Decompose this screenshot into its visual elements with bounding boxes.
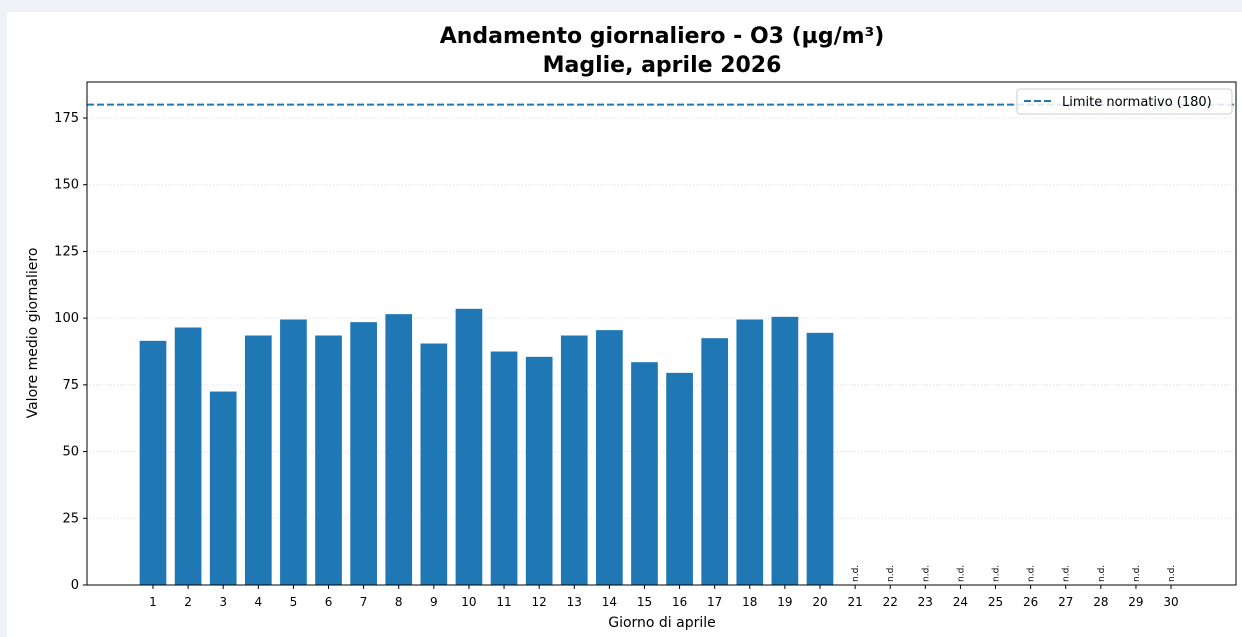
- y-tick-label: 0: [71, 578, 79, 593]
- value-label: n.d.: [1062, 565, 1072, 582]
- bar: [490, 351, 518, 585]
- y-tick-label: 125: [54, 244, 79, 259]
- x-tick-label: 9: [430, 595, 438, 609]
- x-tick-label: 5: [290, 595, 298, 609]
- chart-title: Andamento giornaliero - O3 (µg/m³): [440, 24, 885, 49]
- y-tick-label: 150: [54, 178, 79, 193]
- x-tick-label: 3: [219, 595, 227, 609]
- bar: [736, 319, 764, 585]
- bar: [280, 319, 307, 585]
- y-tick-label: 50: [62, 445, 79, 460]
- bar: [596, 330, 623, 585]
- x-tick-label: 11: [496, 595, 511, 609]
- x-tick-label: 4: [254, 595, 262, 609]
- y-tick-label: 75: [62, 378, 79, 393]
- x-tick-label: 15: [637, 595, 652, 609]
- bar: [560, 335, 588, 585]
- legend-label: Limite normativo (180): [1062, 95, 1212, 110]
- x-tick-label: 8: [395, 595, 403, 609]
- x-tick-label: 7: [360, 595, 368, 609]
- x-tick-label: 17: [707, 595, 722, 609]
- bar: [666, 372, 693, 585]
- value-label: n.d.: [956, 565, 966, 582]
- x-tick-label: 24: [953, 595, 968, 609]
- bar: [701, 338, 729, 585]
- bar: [139, 340, 167, 585]
- x-tick-label: 10: [461, 595, 476, 609]
- bar: [315, 335, 342, 585]
- bar: [455, 308, 483, 585]
- y-tick-label: 25: [62, 511, 79, 526]
- axes-frame: [86, 81, 1237, 586]
- x-tick-label: 22: [883, 595, 898, 609]
- bar: [350, 322, 377, 585]
- y-tick-label: 175: [54, 111, 79, 126]
- chart-subtitle: Maglie, aprile 2026: [543, 53, 782, 78]
- bar: [631, 362, 658, 585]
- value-label: n.d.: [992, 565, 1002, 582]
- value-label: n.d.: [921, 565, 931, 582]
- x-tick-label: 26: [1023, 595, 1038, 609]
- value-label: n.d.: [1097, 565, 1107, 582]
- bar: [771, 316, 799, 585]
- x-tick-label: 25: [988, 595, 1003, 609]
- bar: [525, 356, 553, 585]
- x-tick-label: 12: [532, 595, 547, 609]
- bar: [209, 391, 237, 585]
- x-tick-label: 2: [184, 595, 192, 609]
- x-tick-label: 1: [149, 595, 157, 609]
- x-tick-label: 27: [1058, 595, 1073, 609]
- value-label: n.d.: [1167, 565, 1177, 582]
- x-tick-label: 6: [325, 595, 333, 609]
- x-tick-label: 18: [742, 595, 757, 609]
- x-tick-label: 23: [918, 595, 933, 609]
- bar: [806, 332, 834, 585]
- x-axis-label: Giorno di aprile: [608, 615, 716, 631]
- x-tick-label: 30: [1163, 595, 1178, 609]
- x-tick-label: 20: [812, 595, 827, 609]
- x-tick-label: 21: [847, 595, 862, 609]
- value-label: n.d.: [886, 565, 896, 582]
- value-label: n.d.: [1027, 565, 1037, 582]
- value-label: n.d.: [851, 565, 861, 582]
- x-tick-label: 13: [567, 595, 582, 609]
- x-tick-label: 14: [602, 595, 617, 609]
- x-tick-label: 29: [1128, 595, 1143, 609]
- y-tick-label: 100: [54, 311, 79, 326]
- legend-box: [1016, 88, 1233, 115]
- bar: [244, 335, 272, 585]
- bar: [385, 314, 413, 585]
- bar: [174, 327, 202, 585]
- x-tick-label: 28: [1093, 595, 1108, 609]
- bar: [420, 343, 448, 585]
- x-tick-label: 19: [777, 595, 792, 609]
- x-tick-label: 16: [672, 595, 687, 609]
- value-label: n.d.: [1132, 565, 1142, 582]
- y-axis-label: Valore medio giornaliero: [25, 248, 41, 419]
